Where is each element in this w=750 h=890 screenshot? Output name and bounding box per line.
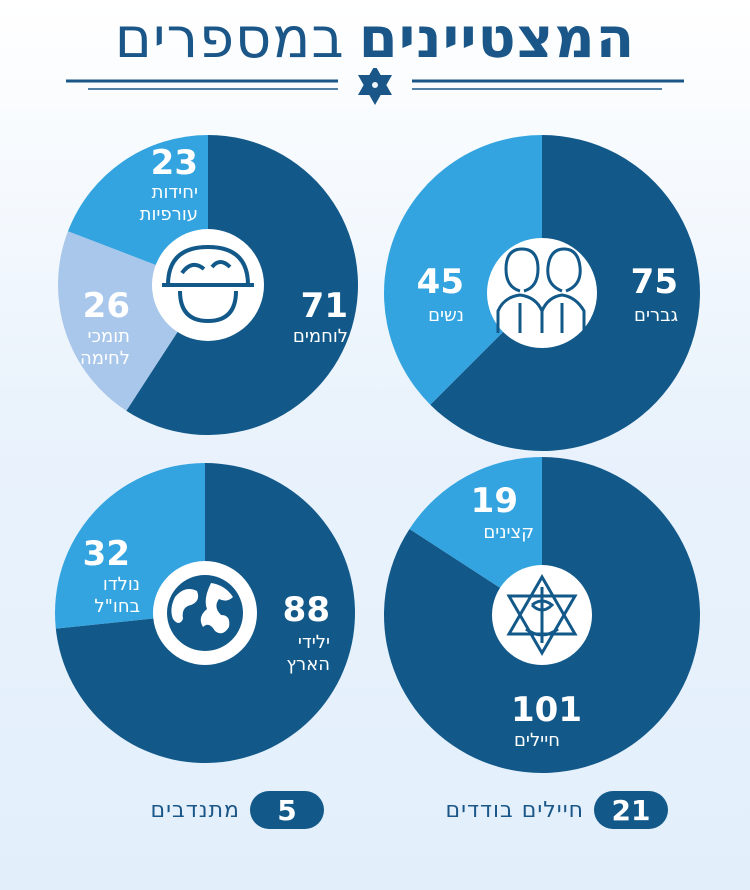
- label-combat-support-text: תומכי לחימה: [79, 326, 130, 369]
- lone-soldiers-pill: 21: [594, 791, 668, 829]
- page-title: המצטיינים במספרים: [0, 2, 750, 74]
- label-men-value: 75: [630, 262, 678, 302]
- label-native-value: 88: [282, 590, 330, 630]
- star-of-david-icon: [358, 68, 392, 105]
- soldiers-icon: [487, 238, 597, 348]
- label-rear-units-text: יחידות עורפיות: [139, 182, 198, 225]
- volunteers-stat: 5 מתנדבים: [151, 790, 324, 830]
- label-women-value: 45: [416, 262, 464, 302]
- label-fighters-value: 71: [300, 286, 348, 326]
- label-soldiers-text: חיילים: [513, 730, 560, 751]
- volunteers-pill: 5: [250, 791, 324, 829]
- globe-icon: [153, 561, 257, 665]
- lone-soldiers-stat: 21 חיילים בודדים: [446, 790, 668, 830]
- label-rear-units-value: 23: [150, 143, 198, 183]
- slice-women: [384, 135, 542, 405]
- slice-officers: [409, 457, 542, 615]
- label-officers-value: 19: [470, 481, 518, 521]
- title-light: במספרים: [114, 5, 345, 71]
- label-native-text: ילידי הארץ: [286, 632, 330, 675]
- label-women-text: נשים: [428, 305, 464, 326]
- label-soldiers-value: 101: [511, 690, 582, 730]
- title-divider: [66, 68, 684, 105]
- helmet-icon: [152, 229, 264, 341]
- label-men-text: גברים: [634, 305, 678, 326]
- lone-soldiers-label: חיילים בודדים: [445, 797, 584, 823]
- idf-emblem-icon: [492, 565, 592, 665]
- label-combat-support-value: 26: [82, 286, 130, 326]
- title-bold: המצטיינים: [358, 5, 636, 71]
- label-fighters-text: לוחמים: [292, 326, 348, 347]
- label-abroad-text: נולדו בחו"ל: [94, 574, 140, 617]
- label-abroad-value: 32: [82, 534, 130, 574]
- volunteers-label: מתנדבים: [150, 797, 240, 823]
- label-officers-text: קצינים: [483, 522, 534, 543]
